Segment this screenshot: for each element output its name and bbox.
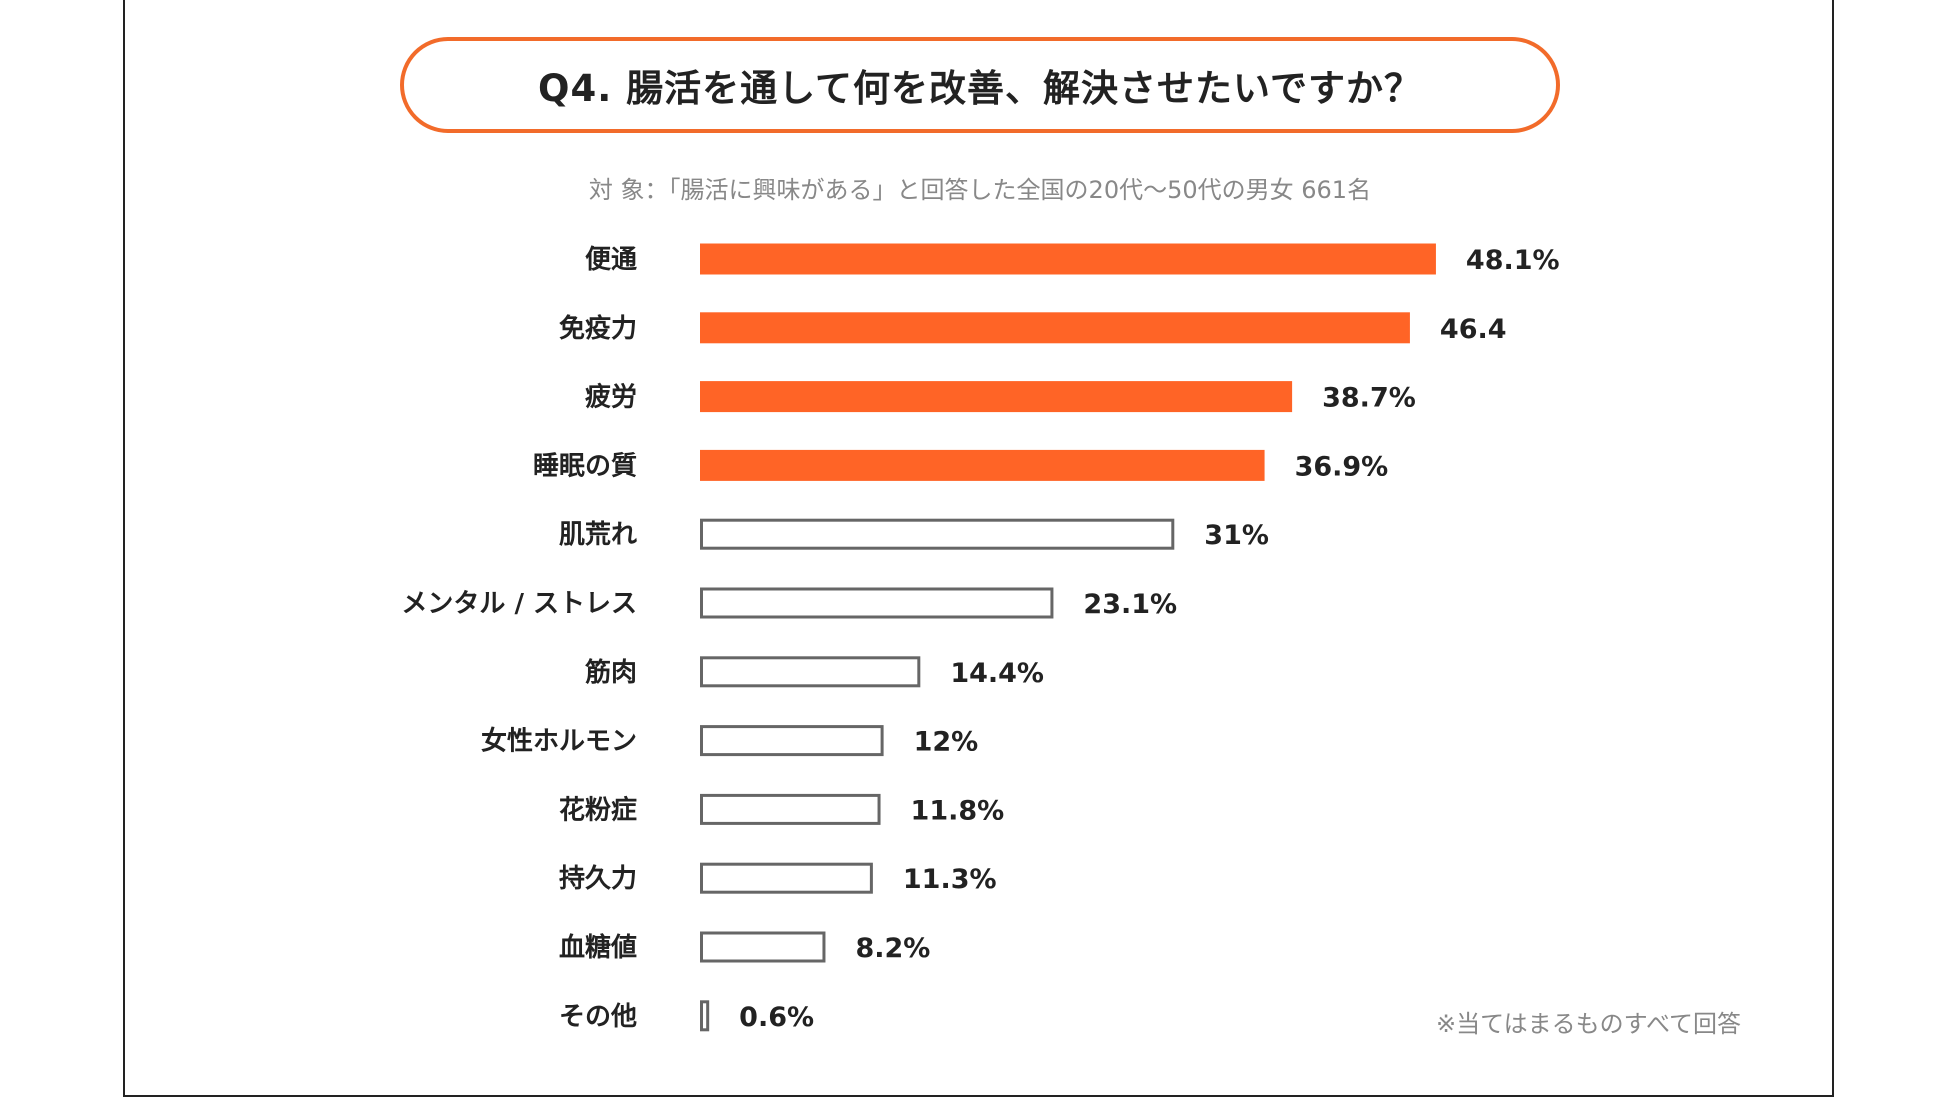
bar bbox=[700, 587, 1054, 619]
bar bbox=[700, 656, 921, 688]
value-label: 12% bbox=[914, 727, 979, 758]
bar bbox=[700, 449, 1265, 481]
value-label: 11.8% bbox=[911, 795, 1005, 826]
category-label: 便通 bbox=[585, 245, 637, 275]
value-label: 46.4 bbox=[1440, 314, 1507, 345]
value-label: 36.9% bbox=[1295, 451, 1389, 482]
chart-footnote: ※当てはまるものすべて回答 bbox=[1436, 1010, 1741, 1038]
value-label: 0.6% bbox=[739, 1002, 814, 1033]
category-label: 持久力 bbox=[559, 864, 637, 894]
category-label: 血糖値 bbox=[559, 932, 637, 963]
bar bbox=[700, 312, 1410, 344]
bar bbox=[700, 381, 1293, 413]
bar bbox=[700, 518, 1175, 550]
value-label: 31% bbox=[1204, 520, 1269, 551]
value-label: 14.4% bbox=[950, 658, 1044, 689]
value-label: 38.7% bbox=[1322, 383, 1416, 414]
title-pill: Q4. 腸活を通して何を改善、解決させたいですか？ bbox=[400, 37, 1560, 133]
category-label: 免疫力 bbox=[559, 313, 637, 344]
bar bbox=[700, 1000, 710, 1032]
category-label: 疲労 bbox=[585, 382, 637, 413]
value-label: 8.2% bbox=[855, 933, 930, 964]
value-label: 48.1% bbox=[1466, 245, 1560, 276]
category-label: 睡眠の質 bbox=[533, 451, 637, 481]
value-label: 11.3% bbox=[903, 864, 997, 895]
category-label: その他 bbox=[559, 1002, 637, 1032]
bar bbox=[700, 931, 826, 963]
category-label: 女性ホルモン bbox=[481, 726, 637, 757]
chart-frame bbox=[123, 0, 1834, 1097]
bar bbox=[700, 862, 873, 894]
bar bbox=[700, 793, 881, 825]
category-label: 筋肉 bbox=[585, 657, 637, 688]
category-label: 花粉症 bbox=[559, 794, 637, 825]
value-label: 23.1% bbox=[1083, 589, 1177, 620]
category-label: 肌荒れ bbox=[559, 520, 637, 550]
bar bbox=[700, 243, 1436, 275]
chart-title: Q4. 腸活を通して何を改善、解決させたいですか？ bbox=[538, 67, 1422, 110]
category-label: メンタル / ストレス bbox=[401, 589, 637, 619]
chart-subtitle: 対 象：「腸活に興味がある」と回答した全国の20代〜50代の男女 661名 bbox=[588, 176, 1372, 204]
bar bbox=[700, 725, 884, 757]
